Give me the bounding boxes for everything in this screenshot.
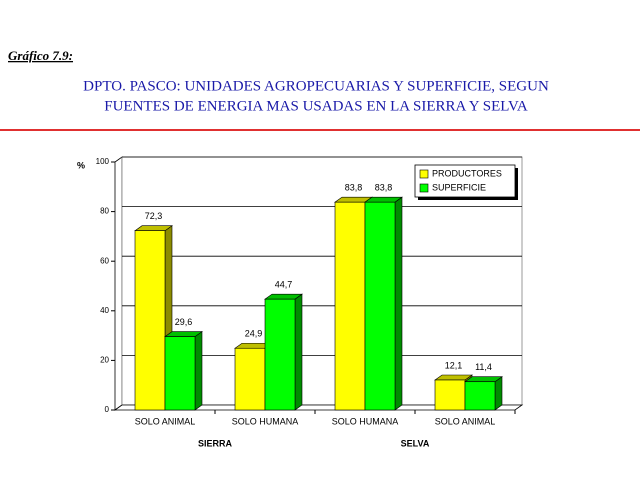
bar bbox=[464, 381, 496, 411]
bar-side bbox=[294, 293, 303, 411]
bar bbox=[364, 201, 396, 411]
x-tick-label: SOLO ANIMAL bbox=[435, 416, 496, 426]
value-label: 11,4 bbox=[475, 362, 492, 372]
bar bbox=[264, 298, 296, 411]
bar-top bbox=[134, 225, 173, 231]
bar bbox=[164, 336, 196, 411]
x-tick-label: SOLO ANIMAL bbox=[135, 416, 196, 426]
group-label: SIERRA bbox=[198, 438, 233, 448]
value-label: 83,8 bbox=[375, 183, 393, 193]
value-label: 12,1 bbox=[445, 360, 463, 370]
value-label: 29,6 bbox=[175, 317, 193, 327]
value-label: 72,3 bbox=[145, 211, 163, 221]
bar-top bbox=[434, 374, 473, 381]
y-tick-label: 100 bbox=[96, 157, 110, 166]
value-label: 44,7 bbox=[275, 280, 293, 290]
bar bbox=[434, 379, 466, 411]
value-label: 24,9 bbox=[245, 329, 263, 339]
left-wall bbox=[114, 156, 123, 411]
y-axis-label: % bbox=[77, 160, 85, 170]
group-label: SELVA bbox=[401, 438, 430, 448]
figure-label: Gráfico 7.9: bbox=[8, 48, 73, 63]
legend-label: PRODUCTORES bbox=[432, 168, 502, 178]
bar-top bbox=[264, 293, 303, 300]
y-tick-label: 80 bbox=[100, 207, 109, 216]
bar-top bbox=[464, 376, 503, 383]
value-label: 83,8 bbox=[345, 183, 363, 193]
bar bbox=[234, 347, 266, 411]
y-tick-label: 20 bbox=[100, 356, 109, 365]
bar bbox=[134, 230, 166, 411]
y-tick-label: 40 bbox=[100, 306, 109, 315]
y-tick-label: 0 bbox=[105, 405, 110, 414]
x-tick-label: SOLO HUMANA bbox=[332, 416, 399, 426]
bar-top bbox=[364, 196, 403, 203]
y-tick-label: 60 bbox=[100, 256, 109, 265]
x-tick-label: SOLO HUMANA bbox=[232, 416, 299, 426]
bar-side bbox=[194, 331, 203, 411]
bar-side bbox=[394, 196, 403, 411]
legend-swatch bbox=[419, 183, 429, 193]
legend-label: SUPERFICIE bbox=[432, 182, 486, 192]
bar-top bbox=[164, 331, 203, 337]
chart-title: DPTO. PASCO: UNIDADES AGROPECUARIAS Y SU… bbox=[83, 78, 549, 94]
chart-title: FUENTES DE ENERGIA MAS USADAS EN LA SIER… bbox=[104, 98, 528, 114]
bar-side bbox=[494, 376, 503, 411]
legend-box bbox=[414, 164, 516, 198]
legend-swatch bbox=[419, 169, 429, 179]
bar bbox=[334, 201, 366, 411]
